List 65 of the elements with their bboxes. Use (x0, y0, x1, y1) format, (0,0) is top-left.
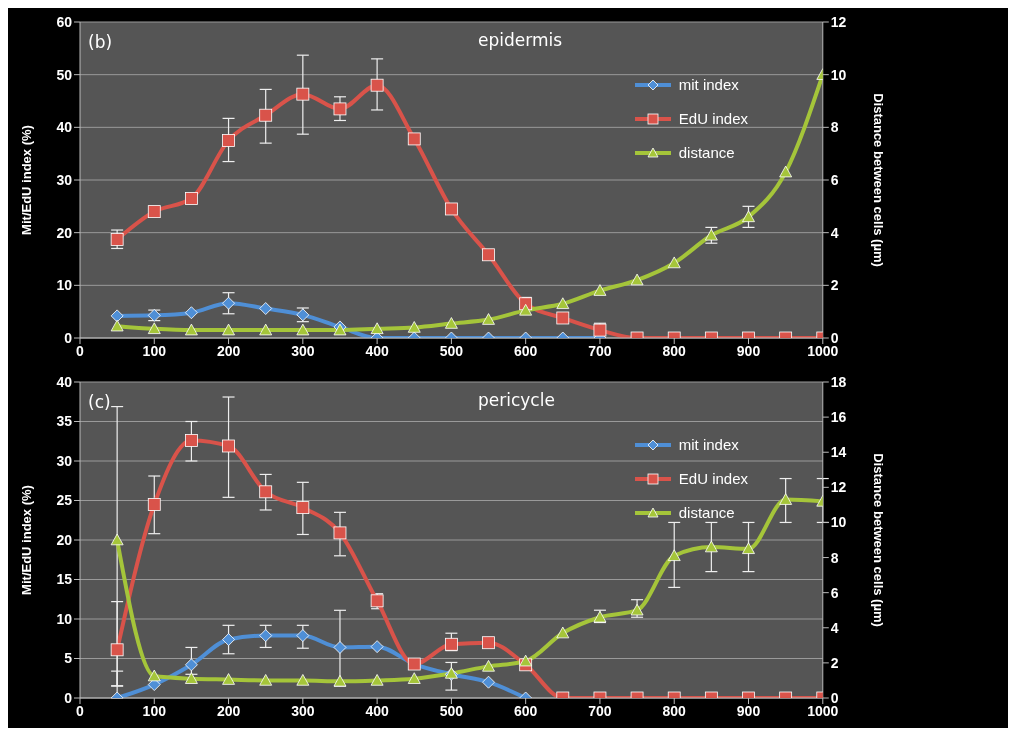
legend-label: distance (678, 503, 735, 523)
x-tick-label: 200 (216, 342, 241, 359)
x-tick-label: 700 (588, 702, 612, 719)
text: pericycle (478, 390, 555, 410)
x-tick-label: 400 (365, 342, 390, 359)
x-tick-label: 0 (76, 702, 85, 719)
y2-tick-label: 10 (830, 66, 847, 83)
y2-tick-label: 8 (830, 119, 839, 136)
x-tick-label: 500 (439, 342, 464, 359)
y2-tick-label: 2 (830, 654, 839, 671)
y2-tick-label: 6 (830, 584, 839, 601)
y2-tick-label: 16 (830, 409, 847, 426)
y2-axis-title: Distance between cells (µm) (871, 93, 887, 267)
y-axis-title: Mit/EdU index (%) (18, 485, 34, 595)
y2-tick-label: 10 (830, 514, 847, 531)
legend-label: distance (678, 143, 735, 163)
y2-tick-label: 18 (830, 373, 847, 390)
x-tick-label: 300 (291, 702, 315, 719)
y2-tick-label: 14 (830, 444, 847, 461)
y-tick-label: 5 (64, 650, 73, 667)
y2-tick-label: 2 (830, 277, 839, 294)
legend-label: mit index (678, 435, 739, 455)
x-tick-label: 100 (142, 342, 167, 359)
x-tick-label: 200 (216, 702, 241, 719)
y2-tick-label: 4 (830, 224, 839, 241)
y-tick-label: 25 (56, 492, 73, 509)
y-tick-label: 50 (56, 66, 73, 83)
y2-tick-label: 4 (830, 619, 839, 636)
y-tick-label: 20 (56, 224, 73, 241)
y2-tick-label: 12 (830, 13, 847, 30)
y2-axis-title: Distance between cells (µm) (871, 453, 887, 627)
y-tick-label: 30 (56, 452, 73, 469)
y-tick-label: 15 (56, 571, 73, 588)
x-tick-label: 600 (513, 342, 538, 359)
x-tick-label: 600 (513, 702, 538, 719)
y-axis-title: Mit/EdU index (%) (18, 125, 34, 235)
x-tick-label: 300 (291, 342, 315, 359)
x-tick-label: 100 (142, 702, 167, 719)
annotation: (b) (88, 32, 113, 52)
y-tick-label: 35 (56, 413, 73, 430)
y-tick-label: 60 (56, 13, 73, 30)
x-tick-label: 900 (736, 342, 761, 359)
legend-label: EdU index (678, 109, 748, 129)
legend-label: EdU index (678, 469, 748, 489)
text: epidermis (478, 30, 563, 50)
x-tick-label: 500 (439, 702, 464, 719)
y-tick-label: 10 (56, 277, 73, 294)
x-tick-label: 800 (662, 702, 687, 719)
legend-label: mit index (678, 75, 739, 95)
y2-tick-label: 12 (830, 479, 847, 496)
y-tick-label: 0 (64, 329, 73, 346)
x-tick-label: 900 (736, 702, 761, 719)
y-tick-label: 20 (56, 531, 73, 548)
y-tick-label: 0 (64, 689, 73, 706)
y-tick-label: 40 (56, 373, 73, 390)
annotation: (c) (88, 392, 111, 412)
x-tick-label: 800 (662, 342, 687, 359)
y-tick-label: 10 (56, 610, 73, 627)
x-tick-label: 0 (76, 342, 85, 359)
x-tick-label: 700 (588, 342, 612, 359)
y-tick-label: 30 (56, 171, 73, 188)
x-tick-label: 400 (365, 702, 390, 719)
y2-tick-label: 6 (830, 171, 839, 188)
y-tick-label: 40 (56, 119, 73, 136)
y2-tick-label: 8 (830, 549, 839, 566)
